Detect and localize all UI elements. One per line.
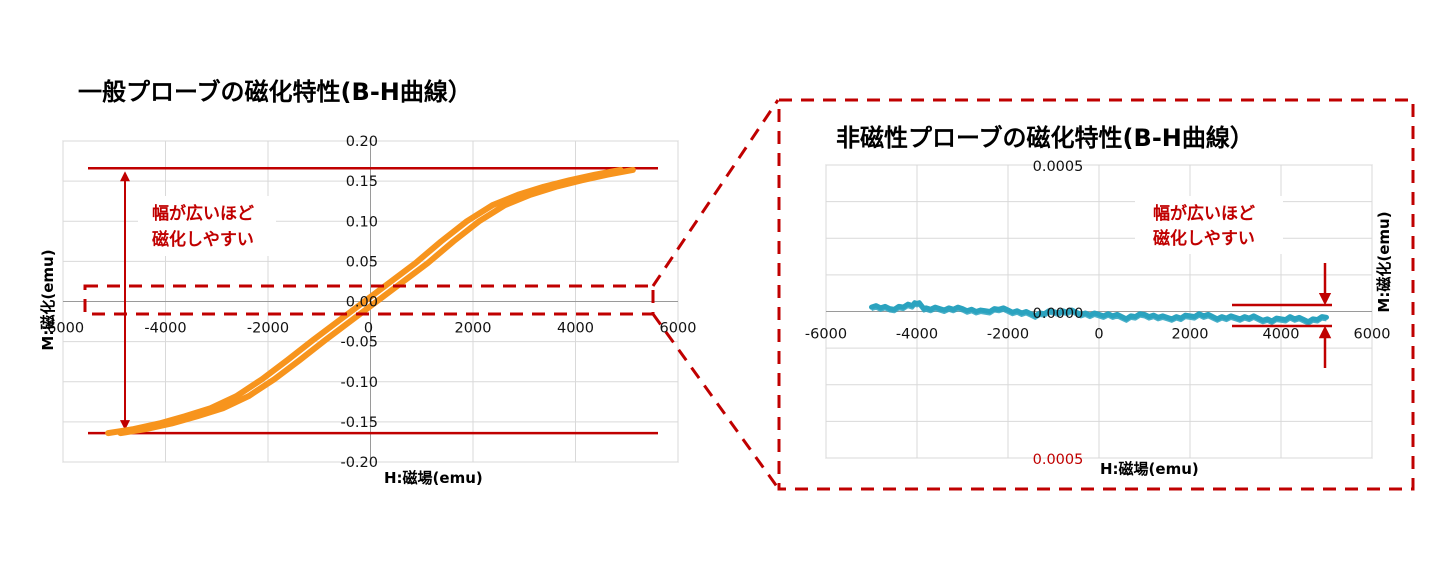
general-callout-box [138, 196, 276, 256]
general-chart-ylabel: M:磁化(emu) [39, 249, 57, 350]
general-ytick-label: 0.00 [346, 295, 378, 311]
nonmag-xtick-label: -2000 [987, 327, 1029, 343]
nonmag-callout-line-1: 幅が広いほど [1153, 203, 1255, 224]
general-xtick-label: 6000 [660, 321, 697, 337]
general-chart-xlabel: H:磁場(emu) [384, 469, 483, 487]
nonmag-width-indicator [1232, 263, 1332, 368]
general-xtick-label: -2000 [247, 321, 289, 337]
general-probe-chart: 一般プローブの磁化特性(B-H曲線） 0.20 0.15 0.10 0.05 0.00 -… [39, 78, 696, 487]
general-ytick-label: -0.05 [340, 335, 378, 351]
general-callout-line-1: 幅が広いほど [152, 203, 254, 224]
general-xtick-label: 0 [364, 321, 373, 337]
nonmag-xtick-label: -6000 [805, 327, 847, 343]
nonmag-series-return-line [871, 303, 1327, 326]
nonmag-xtick-label: 0 [1094, 327, 1103, 343]
zoom-line-top [651, 99, 780, 287]
zoom-line-bottom [651, 313, 780, 489]
general-series-branch-down [105, 166, 624, 437]
general-ytick-label: 0.05 [346, 254, 378, 270]
nonmag-callout-box [1135, 196, 1283, 254]
general-ytick-label: 0.10 [346, 214, 378, 230]
nonmag-chart-title: 非磁性プローブの磁化特性(B-H曲線） [836, 124, 1254, 152]
general-xtick-label: -6000 [42, 321, 84, 337]
general-xtick-label: -4000 [144, 321, 186, 337]
general-chart-title: 一般プローブの磁化特性(B-H曲線） [78, 78, 472, 106]
nonmag-chart-grid [825, 164, 1373, 459]
nonmag-chart-ticks: -6000 -4000 -2000 0 2000 4000 6000 [805, 327, 1391, 343]
general-ytick-label: 0.20 [346, 134, 378, 150]
zoom-selection-rect [83, 284, 655, 316]
general-chart-ticks: 0.20 0.15 0.10 0.05 0.00 -0.05 -0.10 -0.15 -0.20… [42, 134, 697, 471]
nonmag-callout-line-2: 磁化しやすい [1153, 228, 1255, 249]
nonmag-chart-xlabel: H:磁場(emu) [1100, 460, 1199, 478]
general-ytick-label: 0.15 [346, 174, 378, 190]
general-chart-grid [62, 140, 679, 463]
general-xtick-label: 2000 [455, 321, 492, 337]
nonmag-series-line [869, 300, 1329, 325]
general-xtick-label: 4000 [557, 321, 594, 337]
nonmag-chart-series [869, 300, 1329, 326]
nonmag-xtick-label: 2000 [1172, 327, 1209, 343]
general-callout-line-2: 磁化しやすい [152, 229, 254, 250]
nonmag-xtick-label: 4000 [1263, 327, 1300, 343]
nonmag-chart-ylabel: M:磁化(emu) [1375, 211, 1393, 312]
nonmag-chart-callout: 幅が広いほど 磁化しやすい [1135, 196, 1283, 254]
general-series-branch-up [117, 166, 636, 437]
nonmag-xtick-label: -4000 [896, 327, 938, 343]
general-chart-reference-lines [88, 167, 658, 435]
nonmag-xtick-label: 6000 [1354, 327, 1391, 343]
general-ytick-label: -0.20 [340, 455, 378, 471]
nonmag-ytick-bottom: 0.0005 [1033, 452, 1084, 468]
nonmagnetic-probe-chart: 非磁性プローブの磁化特性(B-H曲線） -6000 -4000 -2000 0 2000… [777, 98, 1415, 491]
general-ytick-label: -0.10 [340, 375, 378, 391]
nonmag-ytick-top: 0.0005 [1033, 159, 1084, 175]
general-ytick-label: -0.15 [340, 415, 378, 431]
nonmag-ytick-middle: 0.0000 [1033, 306, 1084, 322]
general-chart-callout: 幅が広いほど 磁化しやすい [138, 196, 276, 256]
zoom-connectors [83, 99, 780, 489]
zoom-panel-frame [777, 98, 1415, 491]
general-chart-series [105, 166, 636, 437]
